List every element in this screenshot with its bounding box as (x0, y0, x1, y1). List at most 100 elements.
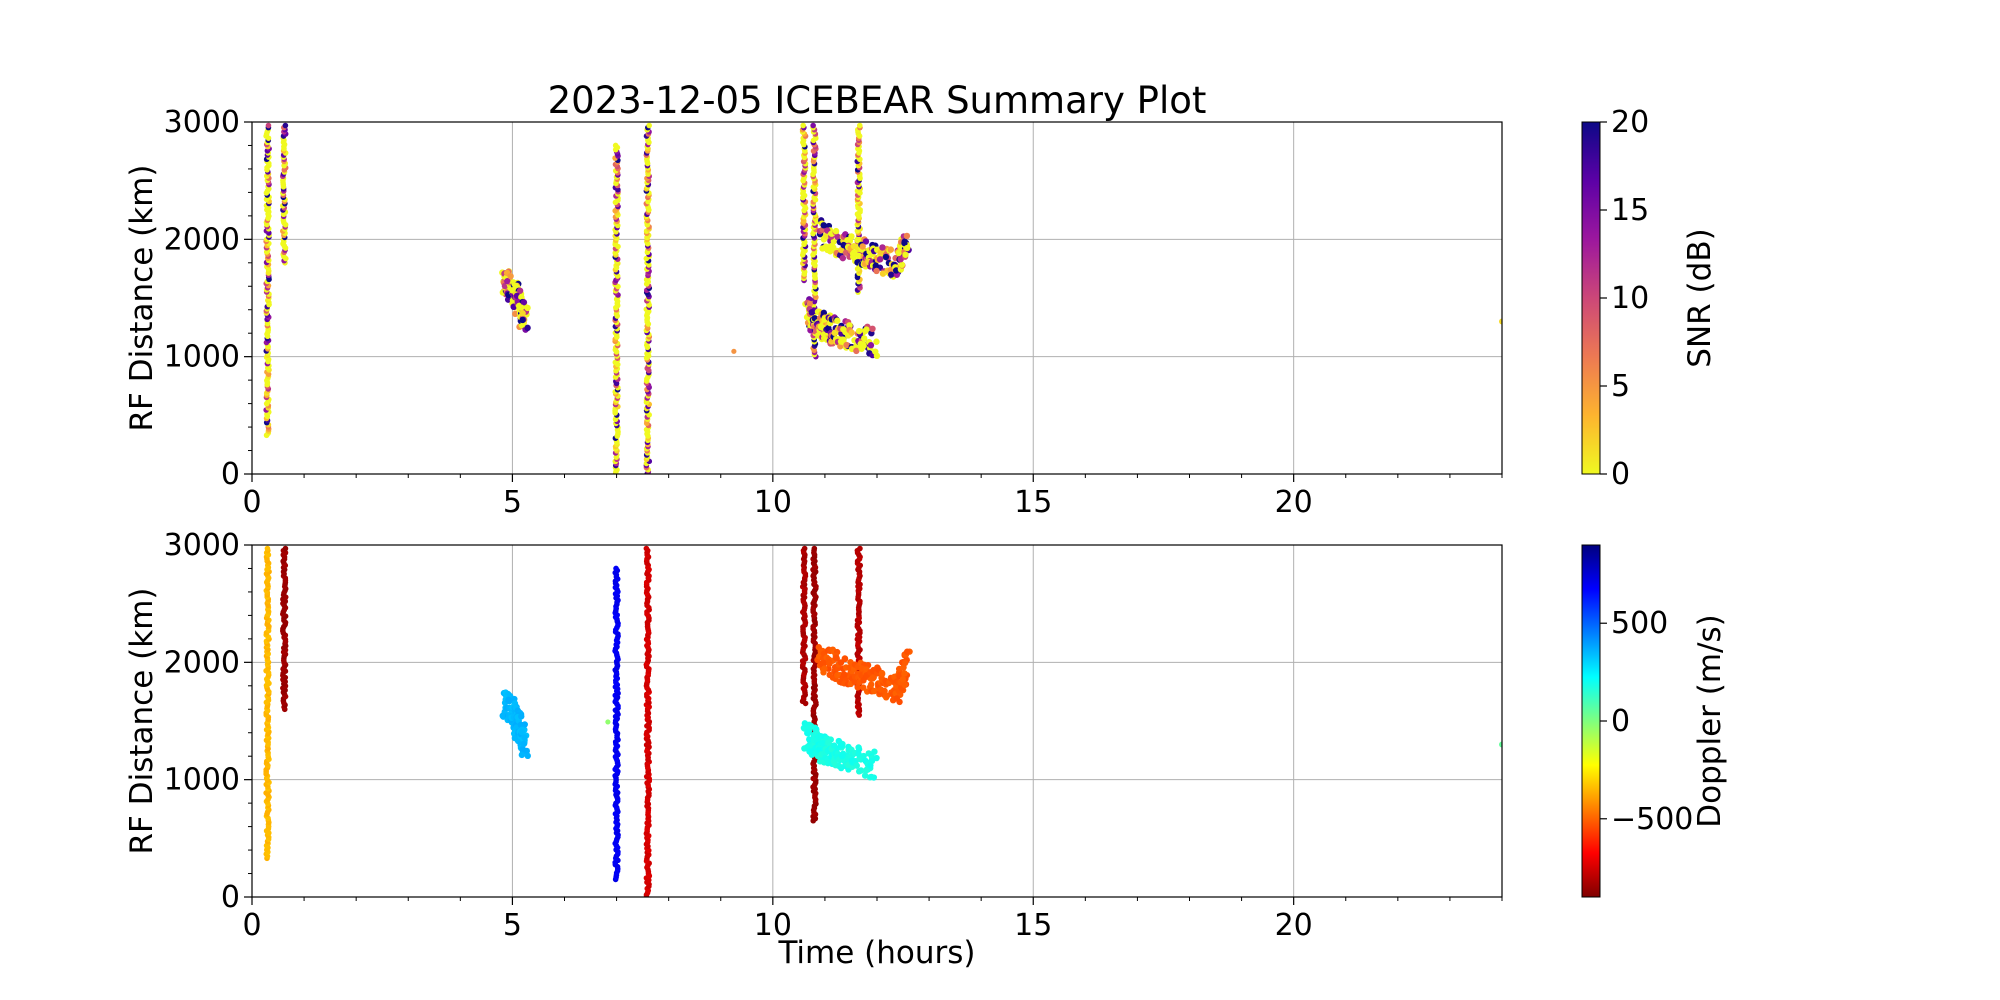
arc-point (902, 251, 909, 258)
doppler-colorbar-ticks: −500 0 500 (1600, 606, 1693, 837)
snr-data-points (263, 122, 1502, 474)
arc-point (898, 261, 906, 268)
arc-point (838, 752, 846, 760)
arc-point (518, 713, 525, 720)
streak-point (282, 545, 289, 552)
x-tick-label: 20 (1275, 485, 1313, 520)
arc-point (877, 249, 884, 256)
x-tick-label: 10 (754, 908, 792, 943)
arc-point (868, 757, 876, 765)
arc-point (867, 342, 875, 349)
y-tick-label: 2000 (164, 645, 240, 680)
arc-point (869, 325, 876, 333)
arc-point (903, 648, 911, 655)
arc-point (855, 252, 862, 259)
snr-y-ticks: 0 1000 2000 3000 (164, 105, 252, 492)
arc-point (826, 660, 833, 667)
doppler-gridlines (251, 544, 1502, 898)
streak-point (801, 545, 808, 552)
doppler-y-axis-label: RF Distance (km) (124, 588, 160, 855)
arc-point (831, 742, 838, 749)
arc-point (828, 242, 836, 250)
arc-point (848, 233, 855, 240)
streak-point (282, 122, 289, 129)
arc-point (887, 246, 895, 253)
arc-point (833, 654, 840, 661)
arc-point (860, 752, 867, 760)
arc-point (822, 232, 830, 240)
arc-point (892, 267, 900, 274)
arc-point (838, 246, 845, 254)
snr-colorbar-gradient (1581, 121, 1601, 475)
arc-point (834, 317, 841, 324)
arc-point (518, 304, 525, 311)
y-tick-label: 3000 (164, 528, 240, 563)
arc-point (840, 336, 847, 343)
colorbar-tick-label: 5 (1611, 369, 1630, 404)
arc-point (861, 335, 868, 342)
colorbar-tick-label: 20 (1611, 105, 1649, 140)
snr-plot-frame (251, 121, 1503, 475)
x-tick-label: 10 (754, 485, 792, 520)
x-tick-label: 15 (1014, 908, 1052, 943)
arc-point (504, 278, 511, 285)
arc-point (806, 300, 813, 308)
arc-point (821, 665, 828, 672)
arc-point (524, 324, 531, 332)
x-tick-label: 0 (242, 485, 261, 520)
arc-point (854, 236, 861, 244)
arc-point (843, 341, 850, 349)
arc-point (882, 253, 890, 261)
arc-point (901, 239, 908, 247)
arc-point (850, 243, 858, 250)
arc-point (520, 740, 527, 748)
snr-colorbar-ticks: 0 5 10 15 20 (1600, 105, 1649, 492)
arc-point (841, 655, 849, 663)
arc-point (868, 773, 875, 781)
doppler-plot-frame (251, 544, 1503, 898)
arc-point (861, 772, 869, 779)
arc-point (801, 720, 809, 727)
y-tick-label: 1000 (164, 763, 240, 798)
colorbar-tick-label: 500 (1611, 606, 1668, 641)
x-tick-label: 5 (503, 485, 522, 520)
arc-point (901, 670, 908, 677)
streak-point (856, 122, 863, 129)
arc-point (855, 750, 862, 758)
arc-point (871, 748, 878, 755)
arc-point (520, 299, 528, 306)
arc-point (808, 309, 815, 316)
streak-point (857, 545, 863, 552)
arc-point (872, 262, 879, 269)
snr-panel: 0 5 10 15 20 0 1000 2000 3000 RF Distance (km) (124, 105, 1503, 520)
doppler-y-ticks: 0 1000 2000 3000 (164, 528, 252, 915)
arc-point (860, 684, 867, 691)
colorbar-tick-label: 0 (1611, 704, 1630, 739)
time-x-axis-label: Time (hours) (777, 935, 975, 971)
arc-point (505, 696, 512, 703)
isolated-point (1499, 318, 1502, 325)
y-tick-label: 3000 (164, 105, 240, 140)
arc-point (848, 329, 855, 336)
arc-point (519, 316, 526, 324)
arc-point (904, 244, 911, 252)
arc-point (855, 768, 863, 775)
x-tick-label: 5 (503, 908, 522, 943)
arc-point (868, 681, 875, 688)
y-tick-label: 0 (221, 457, 240, 492)
streak-point (264, 545, 271, 552)
chart-title: 2023-12-05 ICEBEAR Summary Plot (548, 79, 1207, 122)
snr-colorbar: 0 5 10 15 20 SNR (dB) (1581, 105, 1718, 492)
streak-point (646, 122, 652, 129)
arc-point (832, 227, 840, 235)
doppler-colorbar-label: Doppler (m/s) (1692, 614, 1728, 827)
arc-point (839, 254, 847, 262)
arc-point (853, 347, 860, 355)
arc-point (516, 287, 524, 294)
arc-point (854, 684, 861, 691)
doppler-colorbar-gradient (1581, 544, 1601, 898)
arc-point (518, 751, 526, 759)
arc-point (863, 326, 870, 333)
arc-point (899, 676, 907, 683)
